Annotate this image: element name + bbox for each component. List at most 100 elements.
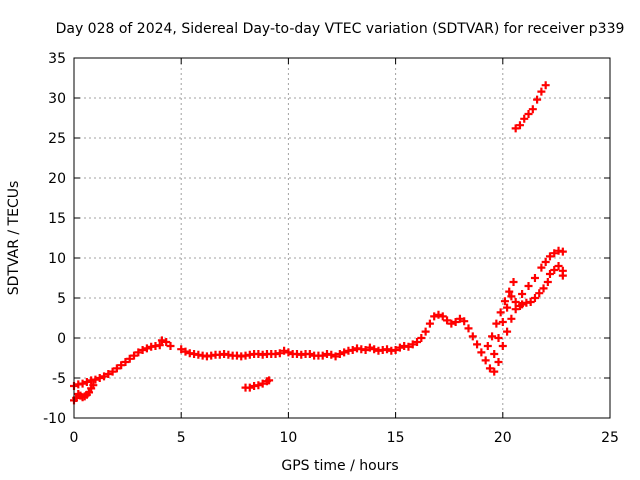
- data-point: [541, 81, 550, 90]
- data-point: [498, 318, 507, 326]
- data-point: [104, 370, 113, 378]
- data-point: [447, 319, 456, 328]
- data-point: [490, 350, 499, 358]
- data-point: [340, 348, 349, 357]
- data-point: [370, 345, 379, 354]
- data-point: [142, 344, 151, 353]
- x-tick-label: 5: [177, 430, 186, 446]
- data-point: [468, 332, 477, 341]
- data-point: [526, 298, 535, 306]
- y-tick-label: 30: [48, 91, 66, 107]
- data-point: [492, 319, 501, 328]
- data-point: [537, 87, 546, 96]
- data-point: [515, 121, 524, 130]
- data-point: [558, 271, 567, 280]
- data-point: [451, 318, 460, 326]
- data-point: [524, 282, 533, 290]
- data-point: [503, 327, 512, 336]
- x-tick-labels: 0 5 10 15 20 25: [70, 430, 619, 446]
- data-point: [518, 290, 527, 298]
- y-tick-label: 20: [48, 171, 66, 187]
- data-point: [483, 342, 492, 350]
- x-tick-label: 20: [494, 430, 512, 446]
- y-tick-labels: -10 -5 0 5 10 15 20 25 30 35: [43, 51, 66, 427]
- data-point: [413, 338, 422, 346]
- data-point: [134, 348, 143, 357]
- data-point: [361, 346, 370, 354]
- y-tick-label: 5: [57, 291, 66, 307]
- data-point: [511, 305, 520, 314]
- data-point: [430, 312, 439, 321]
- data-point: [395, 343, 404, 352]
- data-point: [162, 338, 171, 346]
- data-point: [305, 350, 314, 358]
- x-tick-label: 25: [601, 430, 619, 446]
- data-point: [543, 278, 552, 286]
- data-point: [89, 381, 98, 390]
- y-tick-label: -5: [52, 371, 66, 387]
- data-point: [507, 292, 516, 301]
- y-tick-label: -10: [43, 411, 66, 427]
- data-point: [528, 105, 537, 114]
- data-point: [348, 346, 357, 354]
- data-point: [121, 358, 130, 366]
- data-point: [530, 274, 539, 282]
- data-point: [490, 367, 499, 376]
- data-point: [181, 347, 190, 356]
- data-point: [533, 95, 542, 104]
- x-tick-label: 10: [279, 430, 297, 446]
- data-point: [509, 278, 518, 286]
- y-tick-label: 0: [57, 331, 66, 347]
- data-point: [275, 349, 284, 358]
- y-tick-label: 35: [48, 51, 66, 67]
- data-point: [177, 345, 186, 354]
- data-point: [155, 341, 164, 350]
- data-points: [70, 81, 567, 405]
- data-point: [108, 367, 117, 376]
- data-point: [125, 354, 134, 363]
- data-point: [481, 356, 490, 365]
- data-point: [365, 343, 374, 352]
- data-point: [539, 284, 548, 293]
- data-point: [530, 294, 539, 302]
- x-tick-label: 15: [387, 430, 405, 446]
- data-point: [112, 364, 121, 373]
- data-point: [280, 346, 289, 355]
- data-point: [138, 346, 147, 354]
- data-point: [425, 319, 434, 328]
- data-point: [417, 334, 426, 342]
- y-tick-label: 10: [48, 251, 66, 267]
- data-point: [511, 124, 520, 133]
- data-point: [327, 350, 336, 359]
- data-point: [421, 327, 430, 336]
- data-point: [460, 317, 469, 326]
- data-point: [535, 289, 544, 298]
- data-point: [545, 252, 554, 261]
- data-point: [550, 249, 559, 258]
- data-point: [117, 361, 126, 370]
- y-tick-label: 15: [48, 211, 66, 227]
- data-point: [520, 114, 529, 123]
- data-point: [82, 378, 91, 386]
- data-point: [245, 383, 254, 392]
- data-point: [500, 297, 509, 306]
- data-point: [100, 372, 109, 381]
- data-point: [505, 287, 514, 296]
- data-point: [558, 247, 567, 256]
- data-point: [408, 340, 417, 349]
- x-tick-label: 0: [70, 430, 79, 446]
- data-point: [335, 350, 344, 358]
- data-point: [254, 381, 263, 390]
- data-point: [166, 342, 175, 350]
- data-point: [545, 270, 554, 278]
- data-point: [455, 314, 464, 323]
- data-point: [78, 379, 87, 388]
- data-point: [95, 374, 104, 382]
- data-point: [265, 376, 274, 385]
- data-point: [518, 300, 527, 309]
- data-point: [438, 312, 447, 321]
- data-point: [485, 364, 494, 373]
- data-point: [383, 345, 392, 354]
- data-point: [331, 352, 340, 361]
